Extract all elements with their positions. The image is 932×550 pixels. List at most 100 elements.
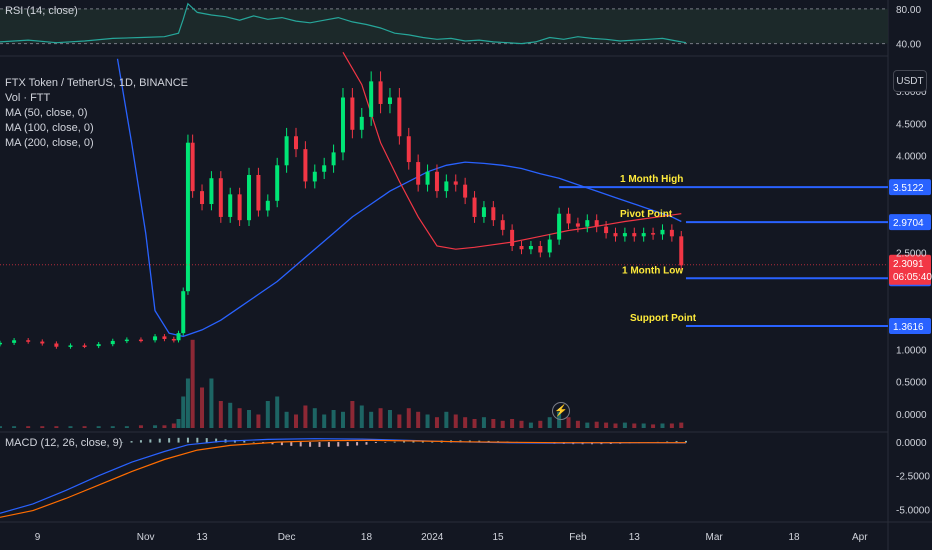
macd-histogram-bar	[318, 442, 321, 447]
candle-body	[557, 213, 562, 240]
candle-body	[162, 336, 167, 339]
axes: 80.00 40.00 5.0000 4.5000 4.0000 2.5000 1.0000…	[35, 5, 931, 543]
level-label: 1 Month High	[620, 174, 683, 185]
macd-pane	[0, 437, 687, 518]
volume-bar	[434, 417, 439, 428]
macd-histogram-bar	[675, 441, 678, 443]
candle-body	[294, 136, 298, 150]
candle-body	[176, 333, 181, 341]
volume-bar	[359, 405, 364, 428]
macd-histogram-bar	[149, 439, 152, 443]
macd-histogram-bar	[121, 442, 124, 443]
macd-histogram-bar	[168, 438, 171, 443]
volume-bar	[641, 423, 646, 428]
candle-body	[632, 233, 637, 237]
ma50-legend: MA (50, close, 0)	[5, 107, 88, 119]
level-price-badge	[889, 214, 931, 231]
candle-body	[153, 336, 158, 341]
candle-body	[12, 340, 17, 343]
volume-bar	[575, 420, 580, 428]
macd-histogram-bar	[177, 437, 180, 443]
level-price-badge	[889, 179, 931, 196]
time-tick-label: 18	[361, 532, 373, 543]
candle-body	[566, 213, 571, 224]
macd-tick-label: -2.5000	[896, 472, 930, 483]
rsi-tick-label: 40.00	[896, 40, 921, 51]
volume-bar	[322, 414, 327, 428]
candle-body	[138, 339, 143, 342]
candle-body	[500, 220, 505, 230]
candle-body	[68, 345, 73, 347]
price-tick-label: 1.0000	[896, 345, 927, 356]
level-label: Pivot Point	[620, 209, 673, 220]
candle-body	[200, 191, 205, 205]
candle-body	[265, 200, 270, 211]
volume-bar	[444, 411, 449, 428]
volume-bar	[481, 417, 486, 428]
candle-body	[472, 197, 477, 217]
volume-bar	[453, 414, 458, 428]
last-price-badge	[889, 254, 931, 285]
currency-button[interactable]: USDT	[893, 70, 927, 92]
volume-bar	[190, 339, 195, 428]
candle-body	[378, 81, 383, 104]
time-tick-label: Mar	[706, 532, 724, 543]
macd-histogram-bar	[196, 437, 199, 443]
volume-bar	[26, 426, 31, 428]
time-tick-label: 13	[629, 532, 641, 543]
time-tick-label: Nov	[137, 532, 155, 543]
candle-body	[575, 223, 580, 227]
macd-histogram-bar	[374, 442, 377, 444]
volume-bar	[406, 408, 411, 428]
macd-histogram-bar	[666, 441, 669, 443]
volume-bar	[566, 417, 571, 428]
volume-bar	[604, 422, 609, 428]
candle-body	[387, 97, 392, 104]
candle-body	[641, 233, 646, 237]
macd-histogram-bar	[684, 440, 687, 443]
volume-bar	[200, 387, 205, 428]
candle-body	[218, 178, 223, 217]
macd-tick-label: -5.0000	[896, 505, 930, 516]
candle-body	[303, 149, 308, 182]
volume-bar	[96, 426, 101, 428]
level-price-text: 1.3616	[893, 322, 924, 333]
lightning-icon[interactable]: ⚡	[552, 402, 570, 420]
symbol-legend: FTX Token / TetherUS, 1D, BINANCE	[5, 77, 188, 89]
volume-bar	[547, 417, 552, 428]
volume-bar	[294, 414, 298, 428]
candle-body	[425, 171, 430, 185]
volume-bar	[378, 408, 383, 428]
volume-bar	[425, 414, 430, 428]
level-price-text: 2.9704	[893, 218, 924, 229]
volume-bar	[500, 420, 505, 428]
volume-bar	[528, 422, 533, 428]
candle-body	[444, 181, 449, 192]
volume-bar	[138, 425, 143, 428]
macd-histogram-bar	[356, 442, 359, 446]
candle-body	[181, 291, 186, 334]
candle-body	[369, 81, 374, 117]
volume-bar	[613, 423, 618, 428]
macd-histogram-bar	[130, 441, 133, 443]
volume-bar	[0, 426, 2, 428]
time-tick-label: 15	[492, 532, 504, 543]
volume-legend: Vol · FTT	[5, 92, 51, 104]
candle-body	[416, 162, 421, 185]
macd-histogram-bar	[139, 440, 142, 443]
candle-body	[491, 207, 496, 221]
macd-histogram-bar	[384, 442, 387, 443]
volume-bar	[265, 401, 270, 428]
level-lines[interactable]: 1 Month High 3.5122 Pivot Point 2.9704 1 Mon…	[559, 174, 932, 334]
ma200-legend: MA (200, close, 0)	[5, 137, 94, 149]
volume-bar	[237, 408, 242, 428]
volume-bar	[303, 405, 308, 428]
volume-bar	[54, 426, 59, 428]
ma-blue-line	[116, 58, 682, 338]
candle-body	[275, 165, 280, 201]
volume-bar	[491, 419, 496, 428]
price-tick-label: 0.5000	[896, 378, 927, 389]
candle-body	[519, 246, 524, 250]
